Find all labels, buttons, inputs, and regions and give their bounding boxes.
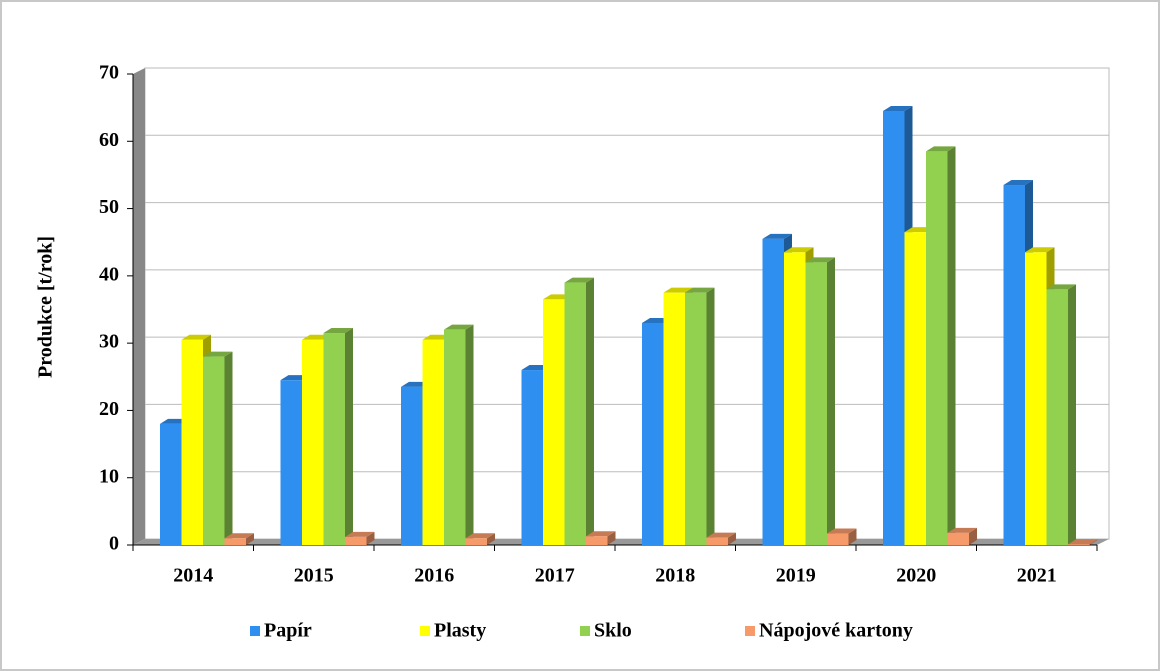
floor	[133, 539, 1109, 545]
bar-top	[1046, 284, 1076, 290]
bar	[203, 356, 225, 545]
x-tick-label: 2016	[414, 565, 454, 587]
x-tick-label: 2017	[535, 565, 575, 587]
bar	[685, 292, 707, 545]
bar-top	[947, 527, 977, 533]
bar	[805, 262, 827, 545]
x-tick-label: 2018	[655, 565, 695, 587]
bar-side	[947, 146, 956, 545]
bar-top	[1025, 247, 1055, 253]
bar	[586, 536, 608, 545]
bar	[181, 339, 203, 545]
bar-side	[487, 533, 495, 545]
bar-side	[345, 328, 353, 545]
bar	[706, 537, 728, 545]
bar-side	[586, 277, 594, 545]
bar-top	[444, 324, 474, 330]
y-tick-label: 50	[99, 196, 119, 218]
bar-side	[706, 287, 715, 545]
bar-top	[762, 233, 792, 239]
bar-top	[465, 533, 495, 539]
bar-top	[345, 531, 375, 537]
bar	[926, 151, 948, 545]
y-tick-label: 30	[99, 331, 119, 353]
bar-top	[883, 106, 913, 112]
bar-top	[1003, 180, 1033, 186]
bar-top	[706, 532, 736, 538]
bar-side	[246, 533, 254, 545]
y-tick-label: 60	[99, 129, 119, 151]
bar-top	[784, 247, 814, 253]
legend-swatch	[580, 626, 590, 636]
bar	[883, 111, 905, 545]
bar-side	[969, 527, 977, 545]
x-tick-label: 2014	[173, 565, 213, 587]
y-tick-label: 40	[99, 263, 119, 285]
bar	[1003, 185, 1025, 545]
y-tick-label: 0	[109, 533, 119, 555]
bar	[784, 252, 806, 546]
bar	[1025, 252, 1047, 546]
legend-label: Sklo	[594, 620, 632, 642]
bar-side	[224, 351, 233, 545]
bar	[160, 423, 182, 545]
legend-label: Plasty	[434, 620, 486, 642]
bar	[1068, 544, 1090, 545]
bar-top	[564, 277, 594, 283]
bar-top	[203, 351, 233, 357]
bar	[904, 232, 926, 545]
bar-top	[323, 328, 353, 334]
bar-side	[728, 532, 736, 545]
bar	[663, 292, 685, 545]
bar	[280, 380, 302, 545]
bar-top	[926, 146, 956, 152]
x-tick-label: 2020	[896, 565, 936, 587]
bar-top	[685, 287, 715, 293]
y-axis-label: Produkce [t/rok]	[35, 236, 57, 378]
bar	[1046, 289, 1068, 545]
y-tick-label: 20	[99, 398, 119, 420]
bar-side	[607, 531, 616, 545]
x-tick-label: 2015	[294, 565, 334, 587]
bar-side	[848, 528, 857, 545]
x-tick-label: 2019	[776, 565, 816, 587]
bar	[422, 339, 444, 545]
bar	[465, 538, 487, 545]
bar	[224, 538, 246, 545]
bar	[345, 536, 367, 545]
x-tick-label: 2021	[1017, 565, 1057, 587]
bar	[323, 333, 345, 545]
bar-top	[1068, 539, 1098, 545]
bar-top	[663, 287, 693, 293]
bar-side	[827, 257, 835, 545]
legend-swatch	[420, 626, 430, 636]
y-tick-label: 70	[99, 62, 119, 84]
bar-top	[827, 528, 857, 534]
bar-top	[586, 531, 616, 537]
bar	[444, 329, 466, 545]
side-wall	[133, 68, 145, 545]
bar	[302, 339, 324, 545]
bar-side	[465, 324, 474, 545]
bar	[947, 532, 969, 545]
bar-top	[181, 334, 211, 340]
y-tick-label: 10	[99, 465, 119, 487]
bar-top	[805, 257, 835, 263]
bar	[642, 322, 664, 545]
legend-label: Papír	[264, 620, 312, 642]
bar	[521, 370, 543, 545]
bar	[401, 386, 423, 545]
legend-label: Nápojové kartony	[759, 620, 913, 642]
bar-side	[1089, 539, 1098, 545]
bar-side	[366, 531, 375, 545]
bar-side	[1068, 284, 1076, 545]
bar	[564, 282, 586, 545]
bar	[762, 238, 784, 545]
legend-swatch	[250, 626, 260, 636]
bar-top	[224, 533, 254, 539]
bar	[827, 533, 849, 545]
bar	[543, 299, 565, 545]
legend-swatch	[745, 626, 755, 636]
